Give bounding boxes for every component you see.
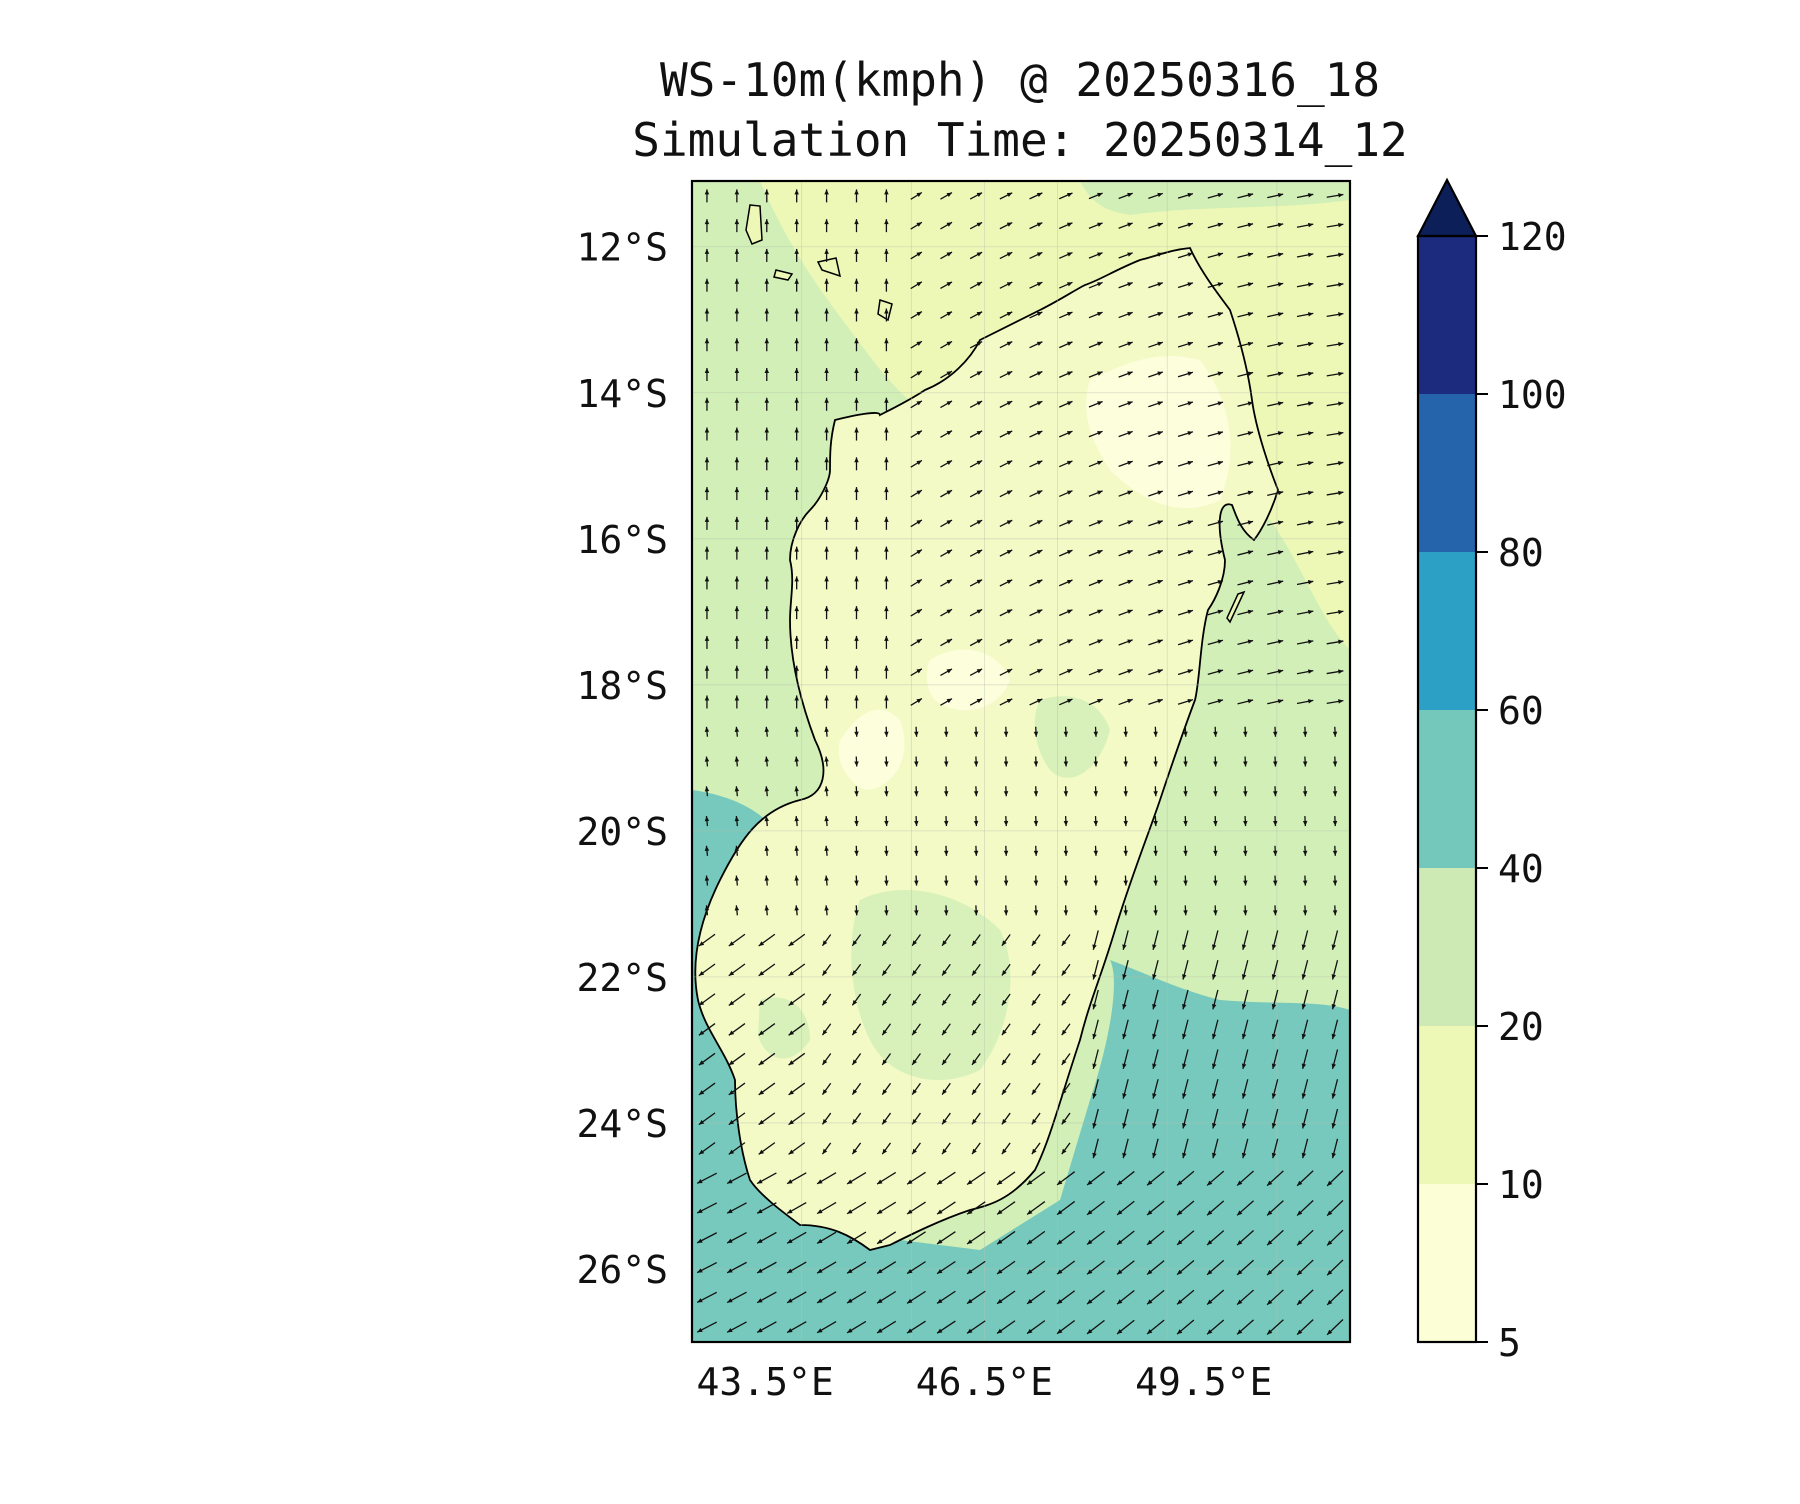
colorbar-segment [1418, 552, 1476, 710]
colorbar-segment [1418, 394, 1476, 552]
lat-tick-label: 24°S [576, 1102, 668, 1146]
colorbar-tick-label: 40 [1498, 847, 1544, 891]
colorbar-tick-label: 5 [1498, 1321, 1521, 1365]
lat-tick-label: 26°S [576, 1248, 668, 1292]
lat-tick-label: 22°S [576, 956, 668, 1000]
lat-tick-label: 18°S [576, 664, 668, 708]
map-panel [692, 181, 1350, 1342]
lat-tick-label: 12°S [576, 226, 668, 270]
colorbar-segment [1418, 1026, 1476, 1184]
colorbar-segment [1418, 710, 1476, 868]
colorbar-segment [1418, 236, 1476, 394]
figure-title-line1: WS-10m(kmph) @ 20250316_18 [660, 53, 1380, 107]
colorbar-tick-label: 20 [1498, 1005, 1544, 1049]
colorbar-tick-label: 10 [1498, 1163, 1544, 1207]
latitude-axis: 12°S 14°S 16°S 18°S 20°S 22°S 24°S 26°S [576, 226, 668, 1292]
lat-tick-label: 20°S [576, 810, 668, 854]
colorbar: 5 10 20 40 60 80 100 120 [1418, 180, 1567, 1365]
colorbar-tick-label: 60 [1498, 689, 1544, 733]
lon-tick-label: 49.5°E [1135, 1360, 1272, 1404]
colorbar-segment [1418, 1184, 1476, 1342]
colorbar-tick-label: 80 [1498, 531, 1544, 575]
lon-tick-label: 43.5°E [696, 1360, 833, 1404]
figure-title-line2: Simulation Time: 20250314_12 [632, 113, 1407, 167]
colorbar-tick-label: 100 [1498, 373, 1567, 417]
lat-tick-label: 16°S [576, 518, 668, 562]
longitude-axis: 43.5°E 46.5°E 49.5°E [696, 1360, 1272, 1404]
lat-tick-label: 14°S [576, 372, 668, 416]
lon-tick-label: 46.5°E [916, 1360, 1053, 1404]
colorbar-segment [1418, 868, 1476, 1026]
colorbar-extend-max [1418, 180, 1476, 236]
colorbar-tick-label: 120 [1498, 215, 1567, 259]
